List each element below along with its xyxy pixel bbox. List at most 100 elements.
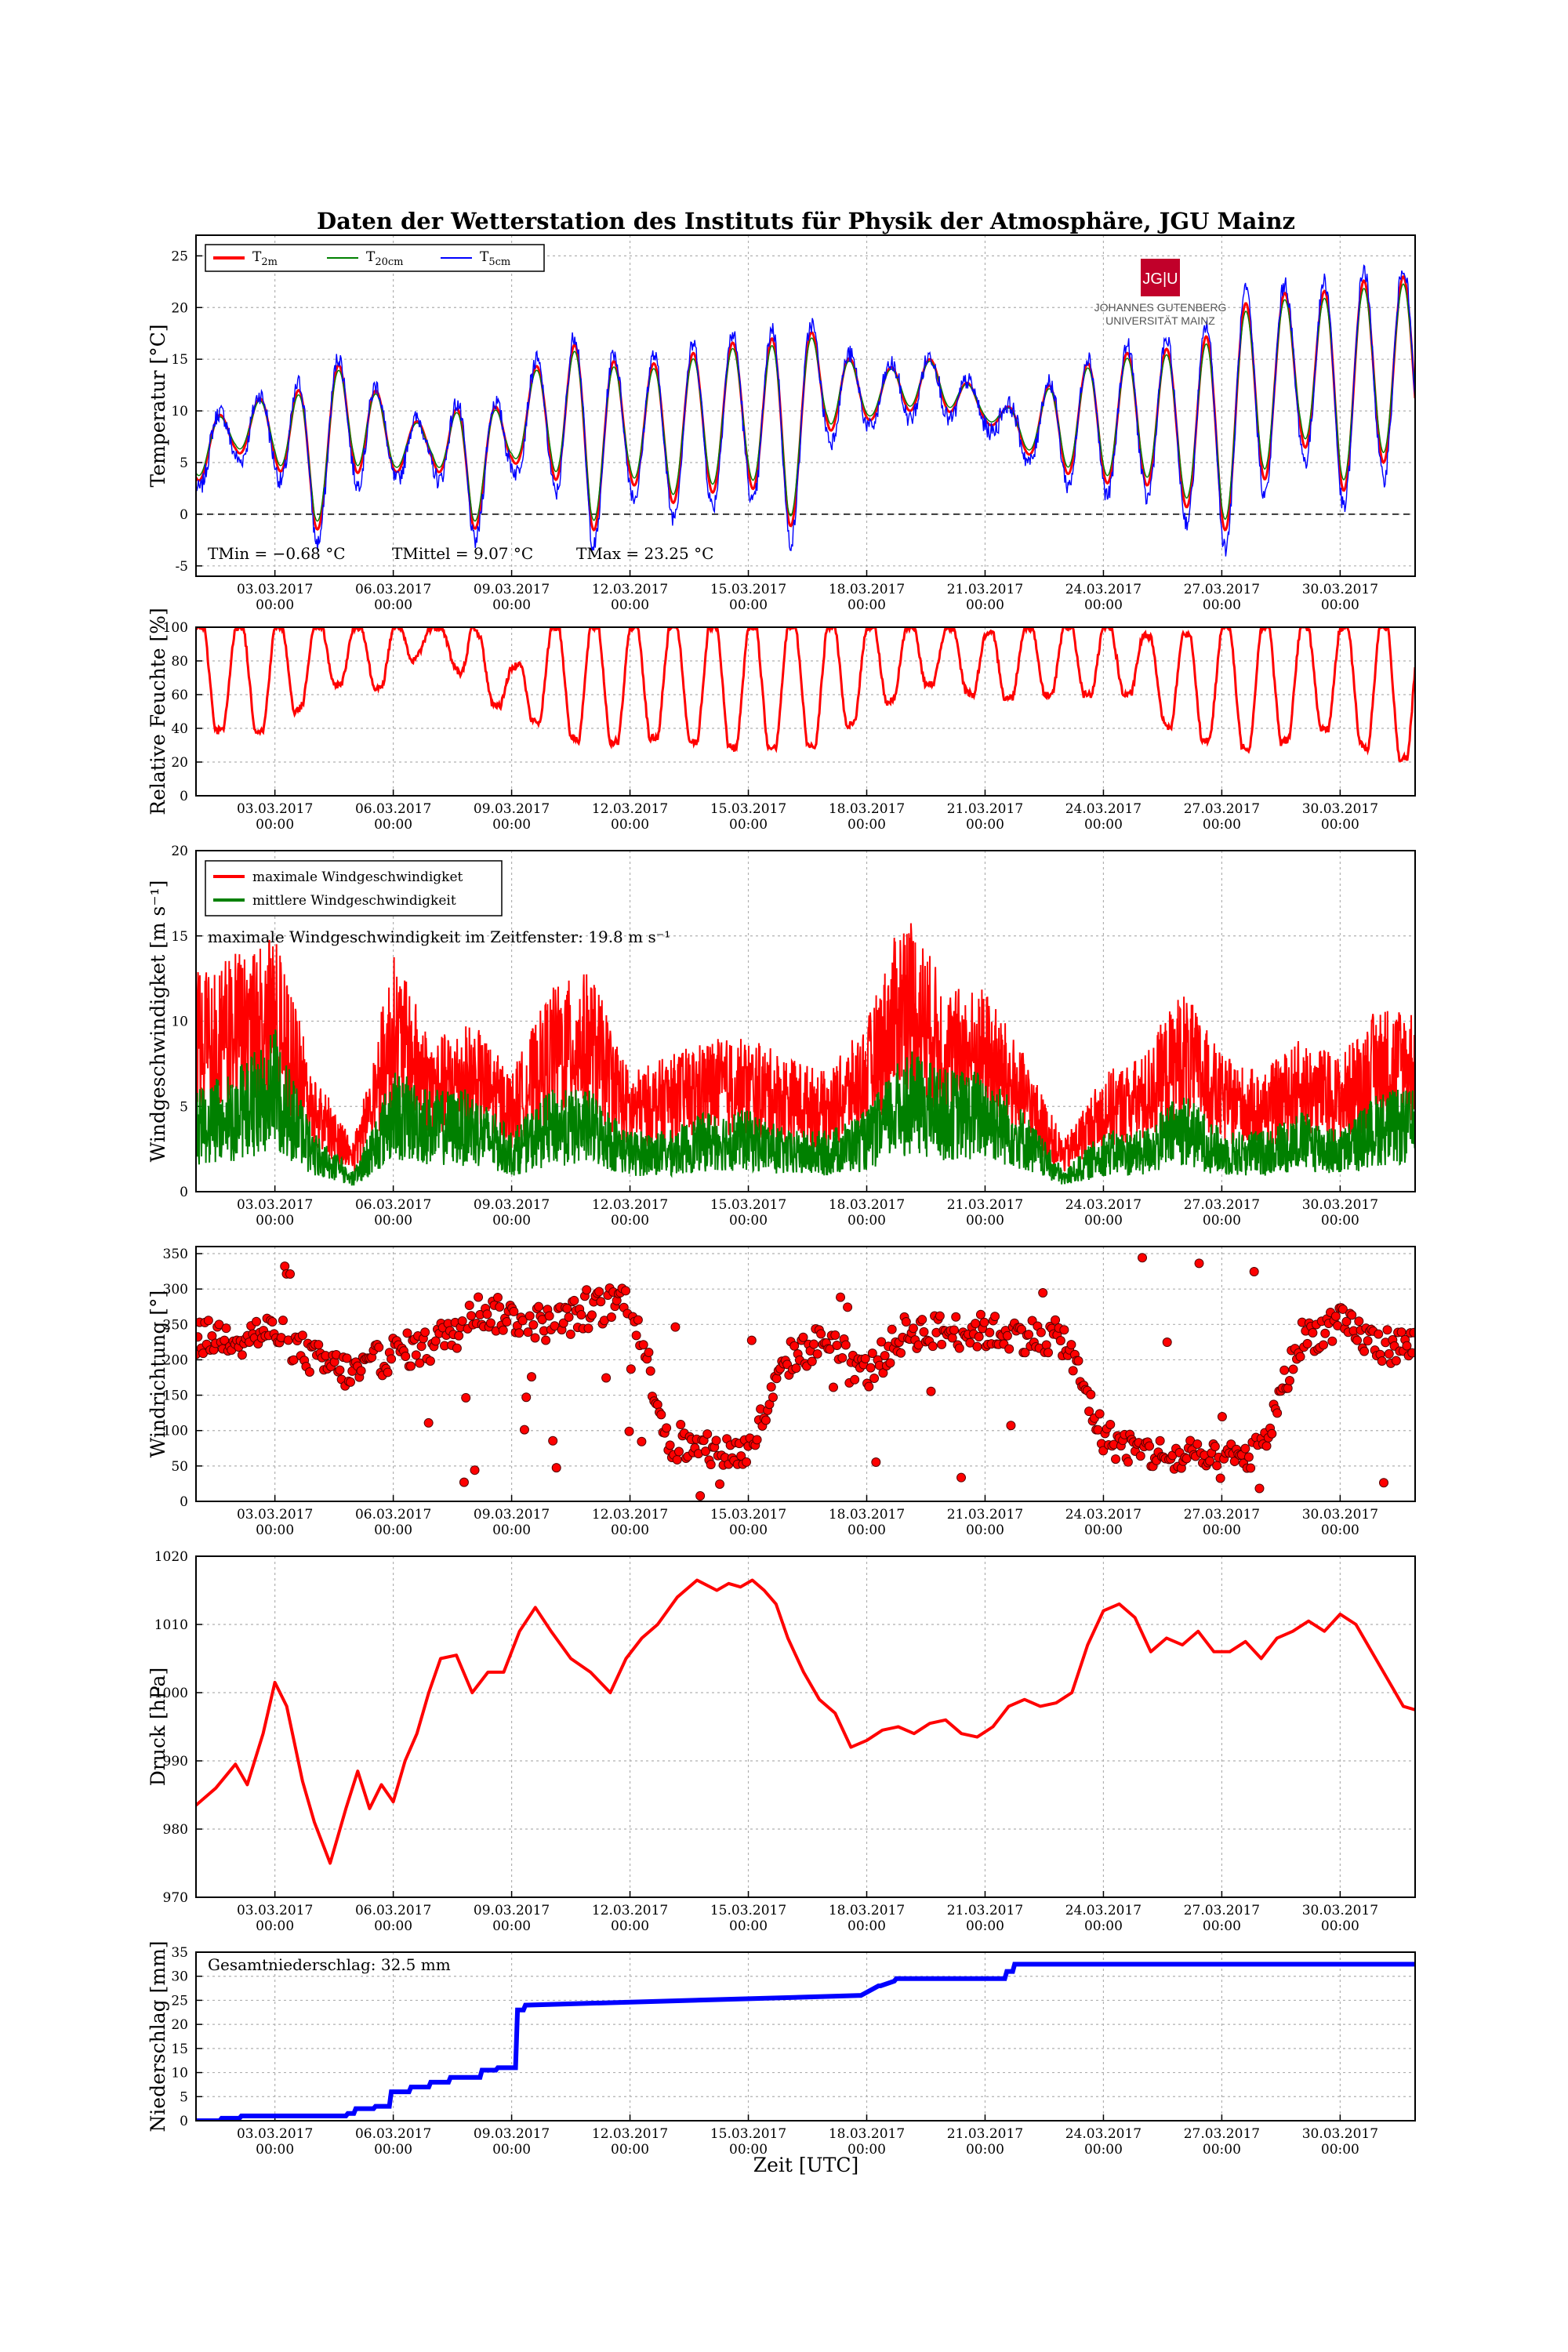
- direction-point: [470, 1465, 480, 1475]
- x-tick-time: 00:00: [1203, 2142, 1241, 2158]
- direction-point: [975, 1309, 985, 1319]
- direction-point: [760, 1415, 771, 1425]
- direction-point: [1004, 1344, 1014, 1354]
- y-tick-label: 15: [171, 2042, 188, 2057]
- direction-point: [416, 1341, 426, 1352]
- direction-point: [1243, 1452, 1254, 1462]
- x-tick-label: 21.03.2017: [947, 801, 1023, 817]
- series-T5cm: [196, 264, 1415, 557]
- direction-point: [565, 1329, 575, 1339]
- direction-point: [601, 1373, 612, 1383]
- legend-label: maximale Windgeschwindigket: [252, 869, 463, 885]
- direction-point: [1283, 1383, 1293, 1393]
- x-axis-label: Zeit [UTC]: [753, 2154, 859, 2176]
- direction-point: [502, 1317, 512, 1327]
- direction-point: [807, 1356, 817, 1367]
- x-tick-label: 15.03.2017: [710, 2126, 786, 2142]
- direction-point: [492, 1293, 503, 1303]
- y-tick-label: 35: [171, 1945, 188, 1961]
- y-tick-label: 10: [171, 1014, 188, 1030]
- y-tick-label: 50: [171, 1459, 188, 1475]
- direction-point: [742, 1457, 752, 1467]
- x-tick-time: 00:00: [1203, 1918, 1241, 1934]
- direction-point: [342, 1353, 352, 1363]
- legend-box: [205, 860, 503, 916]
- direction-point: [519, 1425, 529, 1435]
- direction-point: [1145, 1441, 1155, 1451]
- direction-point: [1284, 1376, 1294, 1386]
- direction-point: [278, 1316, 288, 1326]
- direction-point: [1155, 1436, 1165, 1446]
- direction-point: [1407, 1348, 1415, 1358]
- x-tick-time: 00:00: [1321, 1918, 1359, 1934]
- direction-point: [752, 1435, 762, 1445]
- direction-point: [816, 1329, 826, 1339]
- x-tick-time: 00:00: [374, 1213, 412, 1229]
- direction-point: [843, 1302, 853, 1312]
- x-tick-label: 27.03.2017: [1184, 1197, 1260, 1213]
- direction-point: [1024, 1330, 1034, 1340]
- direction-point: [548, 1436, 558, 1446]
- direction-point: [746, 1335, 757, 1345]
- x-tick-time: 00:00: [1084, 1523, 1123, 1538]
- direction-point: [482, 1309, 492, 1319]
- direction-point: [521, 1392, 532, 1403]
- x-tick-label: 09.03.2017: [474, 1507, 550, 1523]
- pressure-line: [196, 1578, 1415, 1865]
- x-tick-label: 27.03.2017: [1184, 1903, 1260, 1918]
- logo-mark-text: JG|U: [1142, 270, 1178, 288]
- direction-point: [335, 1365, 345, 1375]
- direction-point: [877, 1337, 887, 1347]
- x-tick-time: 00:00: [256, 1213, 294, 1229]
- y-tick-label: 5: [180, 456, 188, 471]
- direction-point: [621, 1286, 631, 1296]
- direction-point: [1038, 1287, 1048, 1298]
- direction-point: [314, 1340, 324, 1350]
- direction-point: [425, 1356, 435, 1366]
- y-tick-label: 10: [171, 2066, 188, 2082]
- x-tick-time: 00:00: [492, 2142, 531, 2158]
- y-axis-label: Temperatur [°C]: [147, 324, 169, 487]
- direction-point: [596, 1297, 606, 1307]
- y-tick-label: 0: [180, 789, 188, 804]
- direction-point: [1086, 1389, 1096, 1399]
- y-tick-label: 20: [171, 2017, 188, 2033]
- direction-point: [885, 1358, 895, 1368]
- x-tick-label: 12.03.2017: [592, 1903, 668, 1918]
- panel-3: 0510152003.03.201700:0006.03.201700:0009…: [147, 844, 1416, 1229]
- direction-point: [1006, 1421, 1016, 1431]
- plot-frame: [195, 850, 1416, 1192]
- x-tick-label: 06.03.2017: [355, 801, 431, 817]
- direction-point: [840, 1340, 851, 1350]
- x-tick-time: 00:00: [492, 1523, 531, 1538]
- x-tick-label: 24.03.2017: [1065, 801, 1142, 817]
- legend: maximale Windgeschwindigket mittlere Wind…: [205, 860, 503, 916]
- direction-point: [662, 1423, 672, 1433]
- direction-point: [631, 1330, 641, 1341]
- direction-point: [1272, 1408, 1283, 1418]
- panel-4: 05010015020025030035003.03.201700:0006.0…: [147, 1246, 1416, 1538]
- direction-point: [836, 1292, 846, 1302]
- x-tick-label: 12.03.2017: [592, 2126, 668, 2142]
- direction-point: [517, 1316, 528, 1326]
- direction-point: [965, 1338, 975, 1348]
- direction-point: [673, 1446, 684, 1457]
- x-tick-label: 27.03.2017: [1184, 801, 1260, 817]
- direction-point: [485, 1318, 495, 1328]
- x-tick-label: 30.03.2017: [1302, 1507, 1378, 1523]
- y-tick-label: 0: [180, 1494, 188, 1510]
- direction-point: [637, 1436, 647, 1446]
- direction-point: [1240, 1443, 1250, 1454]
- direction-points: [196, 1253, 1415, 1501]
- direction-point: [656, 1410, 666, 1420]
- direction-point: [1135, 1451, 1145, 1461]
- y-axis-label: Druck [hPa]: [147, 1668, 169, 1786]
- y-tick-label: 80: [171, 654, 188, 670]
- logo-line1: JOHANNES GUTENBERG: [1094, 301, 1227, 314]
- y-tick-label: 1000: [154, 1686, 188, 1701]
- direction-point: [289, 1355, 299, 1365]
- logo-line2: UNIVERSITÄT MAINZ: [1105, 314, 1215, 327]
- x-tick-label: 18.03.2017: [829, 2126, 905, 2142]
- direction-point: [1391, 1356, 1401, 1366]
- x-tick-label: 03.03.2017: [237, 1903, 313, 1918]
